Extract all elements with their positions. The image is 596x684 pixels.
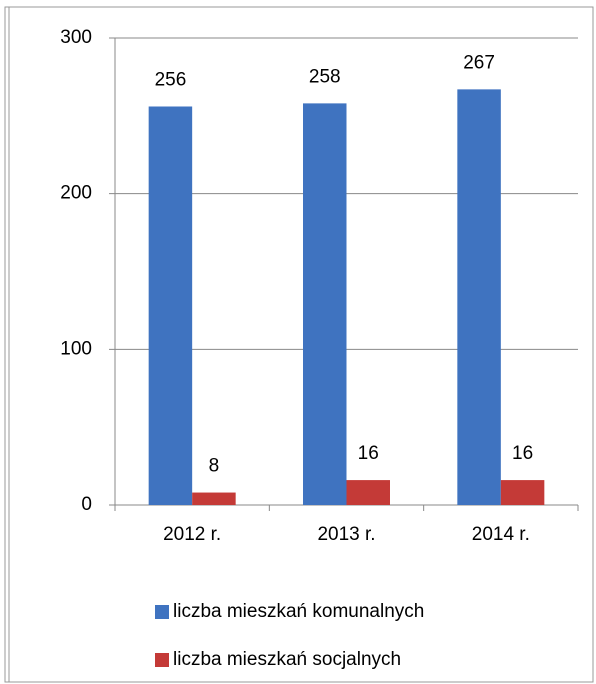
legend-swatch	[155, 605, 169, 619]
y-tick-label: 100	[60, 338, 92, 359]
data-label: 16	[512, 443, 533, 464]
bar	[148, 106, 193, 505]
data-label: 267	[463, 52, 495, 73]
bar	[192, 492, 236, 505]
legend-swatch	[155, 653, 169, 667]
legend-label: liczba mieszkań komunalnych	[173, 601, 424, 622]
x-tick-label: 2013 r.	[317, 524, 375, 545]
x-tick-label: 2012 r.	[163, 524, 221, 545]
bar	[457, 89, 501, 506]
data-label: 258	[309, 66, 341, 87]
y-tick-label: 0	[81, 494, 92, 515]
y-tick-label: 300	[60, 27, 92, 48]
data-label: 16	[358, 443, 379, 464]
frame	[4, 6, 594, 683]
bar	[500, 480, 545, 505]
bar	[303, 103, 347, 505]
bar	[346, 480, 390, 505]
data-label: 8	[209, 456, 220, 477]
y-tick-label: 200	[60, 183, 92, 204]
data-label: 256	[155, 70, 187, 91]
legend-label: liczba mieszkań socjalnych	[173, 649, 401, 670]
x-tick-label: 2014 r.	[472, 524, 530, 545]
